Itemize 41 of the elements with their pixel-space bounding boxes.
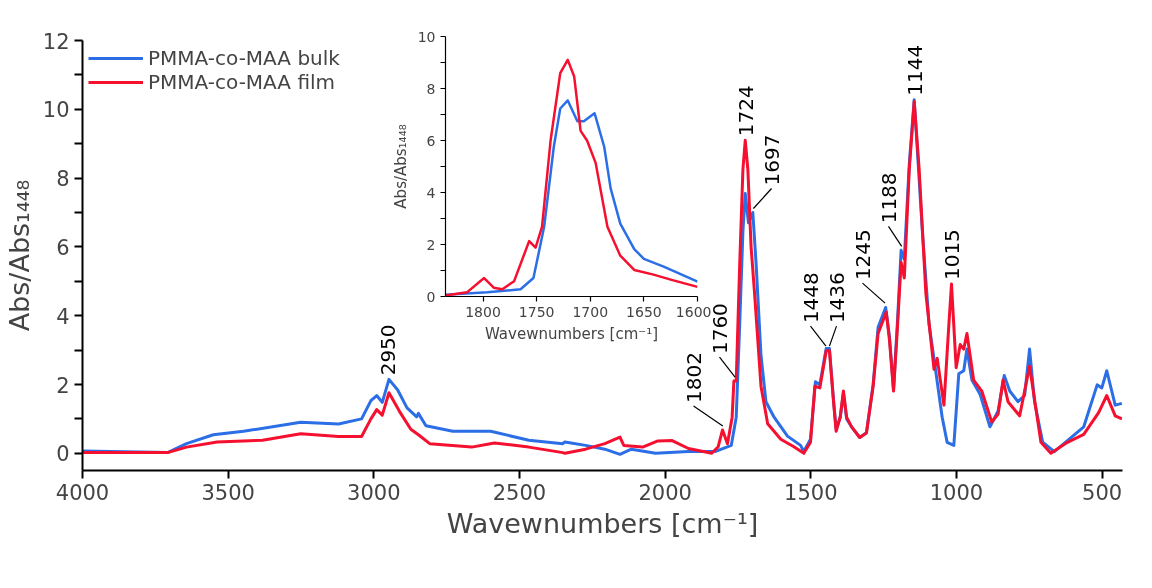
legend-label: PMMA-co-MAA film xyxy=(148,70,336,94)
x-tick-label: 2500 xyxy=(492,480,547,505)
y-tick-label: 4 xyxy=(426,184,436,201)
y-axis-title: Abs/Abs₁₄₄₈ xyxy=(3,179,35,332)
x-axis-title: Wavewnumbers [cm⁻¹] xyxy=(484,324,659,343)
y-tick-label: 2 xyxy=(56,373,70,398)
y-tick-label: 12 xyxy=(42,29,70,54)
x-tick-label: 3000 xyxy=(347,480,401,505)
legend-label: PMMA-co-MAA bulk xyxy=(148,46,340,70)
x-tick-label: 1000 xyxy=(929,480,984,505)
y-tick-label: 8 xyxy=(56,167,70,192)
y-tick-label: 0 xyxy=(56,442,70,467)
y-tick-label: 10 xyxy=(417,28,436,45)
x-tick-label: 1800 xyxy=(465,303,501,320)
x-axis-title: Wavewnumbers [cm⁻¹] xyxy=(446,507,759,539)
annotation: 1802 xyxy=(681,352,706,403)
y-tick-label: 6 xyxy=(56,235,70,260)
x-tick-label: 500 xyxy=(1082,480,1123,505)
annotation: 1448 xyxy=(798,272,823,324)
annotation: 1245 xyxy=(850,229,875,281)
x-tick-label: 2000 xyxy=(638,480,692,505)
x-tick-label: 1500 xyxy=(784,480,838,505)
y-tick-label: 4 xyxy=(56,304,70,329)
annotation: 1724 xyxy=(733,85,758,137)
annotation: 1697 xyxy=(759,134,784,186)
x-tick-label: 1650 xyxy=(626,303,662,320)
annotation: 1436 xyxy=(824,272,849,324)
annotation: 1144 xyxy=(902,44,927,96)
y-tick-label: 2 xyxy=(426,236,436,253)
annotation: 2950 xyxy=(376,324,401,376)
x-tick-label: 1700 xyxy=(572,303,609,320)
x-tick-label: 4000 xyxy=(55,480,110,505)
y-tick-label: 10 xyxy=(42,98,70,123)
y-tick-label: 8 xyxy=(426,80,436,97)
x-tick-label: 3500 xyxy=(201,480,255,505)
annotation: 1188 xyxy=(876,172,901,224)
y-axis-title: Abs/Abs₁₄₄₈ xyxy=(391,124,410,209)
y-tick-label: 6 xyxy=(426,132,436,149)
x-tick-label: 1750 xyxy=(518,303,555,320)
annotation: 1015 xyxy=(940,229,965,281)
y-tick-label: 0 xyxy=(426,288,436,305)
